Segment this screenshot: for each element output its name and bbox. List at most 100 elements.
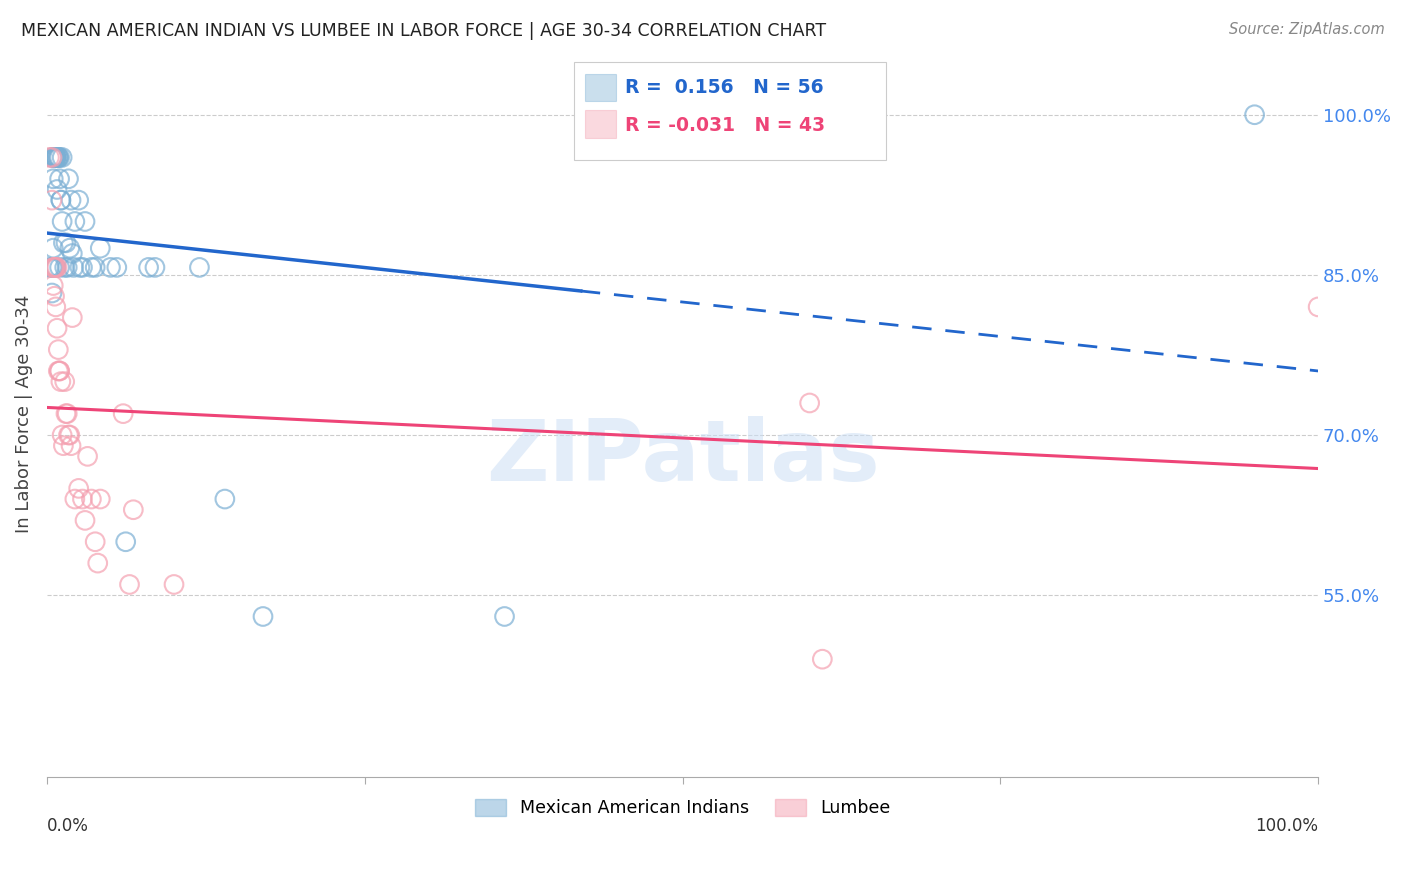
Point [48,364,70,378]
Point [80,260,103,275]
Point [72,491,94,506]
Point [112,407,135,421]
Point [46,364,69,378]
Point [44,150,66,164]
Point [44,150,66,164]
Point [138,260,160,275]
Point [41,260,63,275]
Point [45,300,67,314]
Point [63,214,86,228]
Y-axis label: In Labor Force | Age 30-34: In Labor Force | Age 30-34 [15,294,32,533]
Point [163,577,186,591]
Point [48,260,70,275]
Text: 0.0%: 0.0% [46,816,89,835]
Point [67,482,90,496]
Point [59,428,82,442]
Point [52,235,75,250]
Point [122,502,145,516]
Point [214,491,236,506]
Point [44,150,66,164]
Point [55,235,77,250]
Point [44,289,66,303]
Point [41,193,63,207]
FancyBboxPatch shape [585,74,616,102]
Point [1308,300,1330,314]
Point [63,491,86,506]
Point [51,150,73,164]
Point [89,241,111,255]
Point [49,375,72,389]
Point [38,150,60,164]
Point [42,278,65,293]
Point [58,428,80,442]
Point [45,260,67,275]
Point [46,150,69,164]
Point [44,260,66,275]
Point [49,193,72,207]
Point [53,375,76,389]
Point [45,150,67,164]
Text: R =  0.156   N = 56: R = 0.156 N = 56 [626,78,824,97]
Point [89,491,111,506]
Point [58,171,80,186]
Point [1243,108,1265,122]
Point [46,150,69,164]
Point [56,407,79,421]
FancyBboxPatch shape [575,62,886,160]
Point [69,260,91,275]
Point [45,150,67,164]
Point [73,513,96,527]
Point [45,150,67,164]
Point [114,534,136,549]
Point [38,260,60,275]
Text: R = -0.031   N = 43: R = -0.031 N = 43 [626,116,825,135]
Point [80,491,103,506]
Point [811,652,834,666]
Point [48,171,70,186]
Point [42,260,65,275]
Point [60,193,83,207]
Point [53,260,76,275]
Point [44,150,66,164]
Point [87,556,110,570]
Point [62,260,84,275]
Point [55,407,77,421]
Point [52,439,75,453]
Point [59,241,82,255]
Point [46,260,69,275]
Point [46,343,69,357]
Text: Source: ZipAtlas.com: Source: ZipAtlas.com [1229,22,1385,37]
Point [46,150,69,164]
Point [252,609,274,624]
Point [42,150,65,164]
Point [45,260,67,275]
Point [51,428,73,442]
Point [60,310,83,325]
Point [100,260,122,275]
Point [76,450,98,464]
Point [799,396,821,410]
Point [42,171,65,186]
Point [44,150,66,164]
Point [41,150,63,164]
Point [41,150,63,164]
Point [72,260,94,275]
Point [143,260,166,275]
Point [48,150,70,164]
Point [42,260,65,275]
Point [51,214,73,228]
Point [188,260,211,275]
FancyBboxPatch shape [585,111,616,137]
Point [48,364,70,378]
Text: ZIPatlas: ZIPatlas [485,416,879,499]
Point [42,241,65,255]
Point [84,534,107,549]
Point [494,609,516,624]
Point [46,321,69,335]
Point [41,285,63,300]
Point [73,214,96,228]
Point [67,193,90,207]
Point [118,577,141,591]
Point [56,260,79,275]
Point [84,260,107,275]
